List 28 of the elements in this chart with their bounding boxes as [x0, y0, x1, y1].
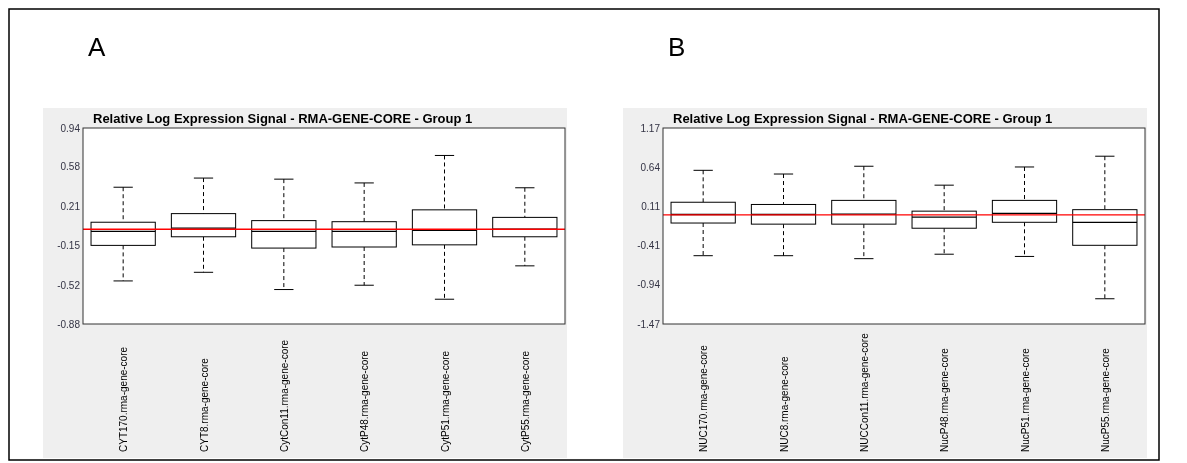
chart-title: Relative Log Expression Signal - RMA-GENE-CORE - Group 1 [93, 111, 473, 126]
y-tick-label: -0.52 [57, 279, 81, 291]
y-tick-label: -0.41 [637, 239, 661, 251]
text: A [88, 32, 106, 62]
y-tick-label: -0.88 [57, 318, 81, 330]
x-tick-label: CytCon11.rma-gene-core [278, 339, 290, 452]
text: B [668, 32, 686, 62]
x-tick-label: NucP55.rma-gene-core [1099, 347, 1111, 452]
x-tick-label: NucP48.rma-gene-core [939, 347, 951, 452]
x-tick-label: CYT8.rma-gene-core [198, 357, 210, 452]
x-tick-label: NUC170.rma-gene-core [698, 344, 710, 452]
x-tick-label: NUC8.rma-gene-core [778, 355, 790, 452]
y-tick-label: 0.58 [60, 161, 81, 173]
x-tick-label: CytP48.rma-gene-core [359, 350, 371, 452]
chart-title: Relative Log Expression Signal - RMA-GENE-CORE - Group 1 [673, 111, 1053, 126]
y-tick-label: 0.21 [60, 201, 81, 213]
y-tick-label: 0.64 [640, 161, 661, 173]
x-tick-label: CytP55.rma-gene-core [519, 350, 531, 452]
x-tick-label: NUCCon11.rma-gene-core [858, 332, 870, 452]
x-tick-label: CYT170.rma-gene-core [118, 346, 130, 452]
y-tick-label: -0.15 [57, 239, 81, 251]
x-tick-label: NucP51.rma-gene-core [1019, 347, 1031, 452]
y-tick-label: 0.11 [641, 201, 661, 213]
y-tick-label: -0.94 [637, 279, 661, 291]
y-tick-label: -1.47 [637, 318, 661, 330]
y-tick-label: 0.94 [60, 122, 81, 134]
y-tick-label: 1.17 [640, 122, 661, 134]
x-tick-label: CytP51.rma-gene-core [439, 350, 451, 452]
